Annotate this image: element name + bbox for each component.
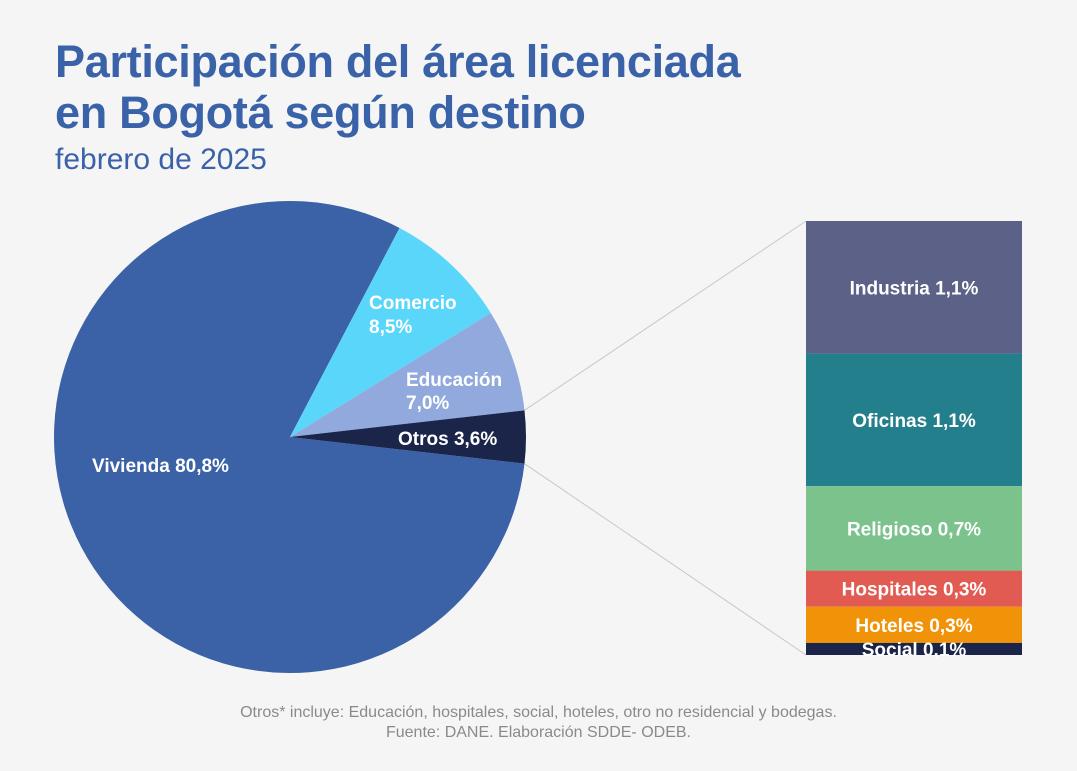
bar-segment-hoteles xyxy=(806,606,1022,643)
slice-label-otros: Otros 3,6% xyxy=(398,429,497,450)
slice-label-comercio: Comercio xyxy=(369,293,457,314)
bar-segment-religioso xyxy=(806,486,1022,571)
connector-line-top xyxy=(524,220,807,411)
slice-value-comercio: 8,5% xyxy=(369,317,412,338)
footnote: Otros* incluye: Educación, hospitales, s… xyxy=(0,703,1077,743)
slice-value-educacion: 7,0% xyxy=(406,393,449,414)
bar-label-hospitales: Hospitales 0,3% xyxy=(842,580,987,601)
chart-title: Participación del área licenciada en Bog… xyxy=(55,36,741,138)
bar-label-oficinas: Oficinas 1,1% xyxy=(852,411,976,432)
connector-lines xyxy=(524,220,807,656)
footnote-note: Otros* incluye: Educación, hospitales, s… xyxy=(240,704,837,721)
bar-label-hoteles: Hoteles 0,3% xyxy=(855,616,972,637)
connector-line-bottom xyxy=(524,463,807,656)
bar-label-religioso: Religioso 0,7% xyxy=(847,519,981,540)
bar-segment-hospitales xyxy=(806,570,1022,607)
chart-labels: Vivienda 80,8% Comercio 8,5% Educación 7… xyxy=(92,293,502,477)
pie-slice-vivienda xyxy=(54,201,525,674)
slice-label-vivienda: Vivienda 80,8% xyxy=(92,456,229,477)
bar-label-social: Social 0,1% xyxy=(862,640,967,661)
pie-slice-educacion xyxy=(290,312,525,437)
slice-label-educacion: Educación xyxy=(406,370,502,391)
chart-title-line2: en Bogotá según destino xyxy=(55,87,586,138)
pie-slice-otros xyxy=(290,410,527,464)
bar-segment-oficinas xyxy=(806,353,1022,487)
pie xyxy=(54,201,527,674)
chart-title-line1: Participación del área licenciada xyxy=(55,36,741,87)
otros-breakdown-bar: Industria 1,1% Oficinas 1,1% Religioso 0,7… xyxy=(806,221,1022,661)
bar-segment-social xyxy=(806,642,1022,655)
chart-subtitle: febrero de 2025 xyxy=(55,143,267,176)
bar-label-industria: Industria 1,1% xyxy=(850,278,979,299)
footnote-source: Fuente: DANE. Elaboración SDDE- ODEB. xyxy=(385,724,691,741)
pie-slice-comercio xyxy=(290,227,491,437)
bar-segment-industria xyxy=(806,221,1022,354)
